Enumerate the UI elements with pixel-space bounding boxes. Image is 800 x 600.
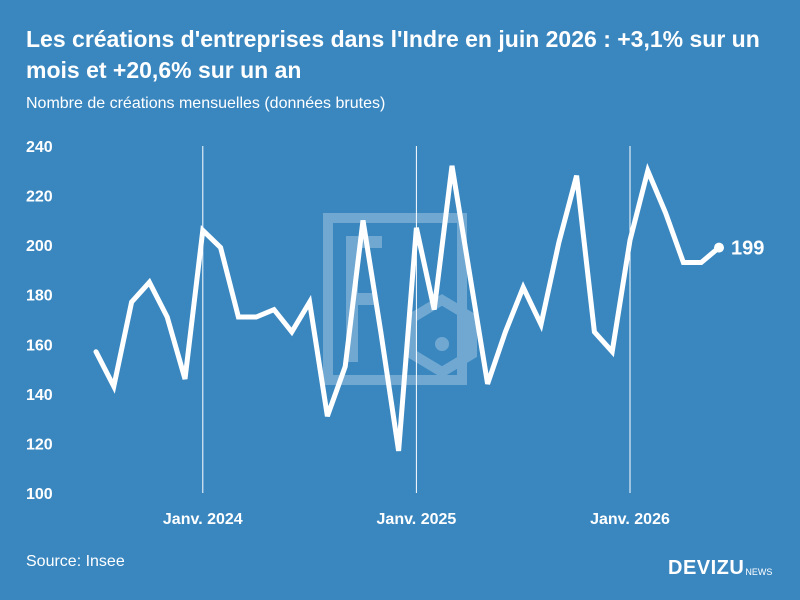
y-tick-label: 200 <box>26 238 53 255</box>
end-data-point <box>714 242 724 253</box>
brand-suffix: NEWS <box>745 567 773 577</box>
chart-title: Les créations d'entreprises dans l'Indre… <box>26 26 760 83</box>
y-tick-label: 100 <box>26 486 53 503</box>
x-tick-label: Janv. 2025 <box>377 511 457 528</box>
y-tick-label: 140 <box>26 387 53 404</box>
series-line <box>93 163 722 452</box>
y-tick-label: 240 <box>26 139 53 156</box>
x-tick-label: Janv. 2026 <box>590 511 670 528</box>
chart-subtitle: Nombre de créations mensuelles (données … <box>26 95 386 112</box>
y-tick-label: 220 <box>26 189 53 206</box>
y-tick-label: 120 <box>26 436 53 453</box>
brand-name: DEVIZU <box>668 557 745 579</box>
x-tick-label: Janv. 2024 <box>163 511 243 528</box>
brand-logo: DEVIZU NEWS <box>668 557 772 580</box>
y-tick-label: 160 <box>26 337 53 354</box>
y-tick-label: 180 <box>26 288 53 305</box>
end-value-label: 199 <box>731 238 764 260</box>
source-note: Source: Insee <box>26 553 125 570</box>
watermark-logo-icon <box>323 213 477 385</box>
